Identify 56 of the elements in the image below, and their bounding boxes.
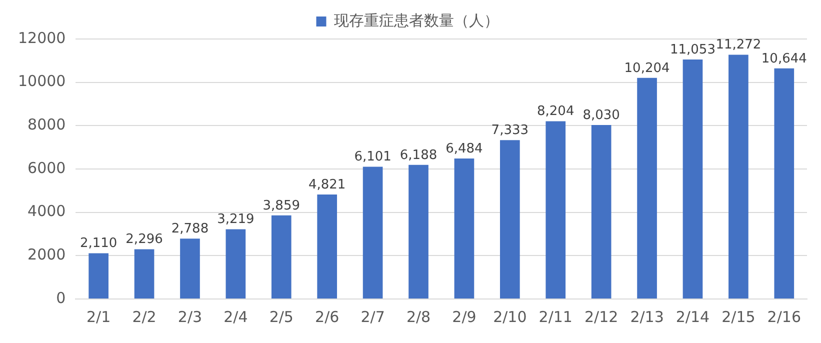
bar	[728, 54, 748, 298]
x-tick-label: 2/3	[178, 308, 202, 326]
x-tick-label: 2/8	[406, 308, 431, 326]
data-label: 10,204	[624, 60, 670, 76]
bar	[408, 164, 428, 298]
x-tick-label: 2/5	[269, 308, 294, 326]
y-tick-label: 10000	[18, 72, 66, 90]
x-tick-label: 2/13	[630, 308, 664, 326]
y-tick-label: 0	[56, 288, 66, 307]
bar	[226, 229, 246, 298]
x-tick-label: 2/4	[224, 308, 248, 326]
bar	[500, 140, 520, 298]
data-label: 3,859	[262, 198, 300, 214]
bar	[180, 238, 200, 298]
bar	[362, 166, 383, 298]
bar	[591, 125, 612, 298]
x-tick-label: 2/7	[360, 308, 385, 326]
data-label: 11,053	[670, 42, 716, 58]
y-tick-label: 2000	[28, 246, 66, 264]
bar	[454, 158, 474, 298]
y-tick-label: 12000	[18, 28, 66, 47]
legend-label: 现存重症患者数量（人）	[334, 11, 499, 30]
data-label: 4,821	[308, 177, 346, 192]
y-tick-label: 6000	[28, 158, 66, 177]
data-label: 11,272	[716, 38, 762, 53]
data-label: 2,110	[80, 236, 118, 252]
data-label: 6,101	[354, 150, 392, 165]
data-label: 2,788	[171, 221, 209, 236]
x-tick-label: 2/6	[315, 308, 340, 326]
bar	[546, 121, 566, 298]
x-tick-label: 2/1	[86, 308, 111, 326]
data-label: 3,219	[217, 212, 254, 228]
x-tick-label: 2/16	[767, 308, 801, 326]
y-tick-label: 4000	[28, 202, 66, 220]
bar	[317, 194, 338, 298]
bar	[134, 249, 154, 298]
bar	[637, 78, 657, 298]
data-label: 10,644	[761, 51, 807, 66]
x-tick-label: 2/11	[538, 308, 572, 326]
x-tick-label: 2/15	[722, 308, 756, 326]
x-tick-label: 2/10	[493, 308, 527, 326]
x-tick-label: 2/2	[132, 308, 156, 326]
data-label: 8,030	[582, 108, 620, 123]
bar	[682, 60, 703, 298]
x-tick-label: 2/12	[584, 308, 618, 326]
x-tick-label: 2/14	[676, 308, 710, 326]
data-label: 6,188	[400, 148, 438, 163]
data-label: 2,296	[126, 232, 163, 248]
bar	[88, 253, 108, 298]
y-tick-label: 8000	[28, 116, 66, 134]
data-label: 8,204	[537, 104, 574, 120]
bar	[774, 68, 794, 298]
data-label: 6,484	[446, 141, 483, 156]
data-label: 7,333	[491, 122, 529, 138]
x-tick-label: 2/9	[452, 308, 476, 326]
bar	[271, 215, 292, 298]
